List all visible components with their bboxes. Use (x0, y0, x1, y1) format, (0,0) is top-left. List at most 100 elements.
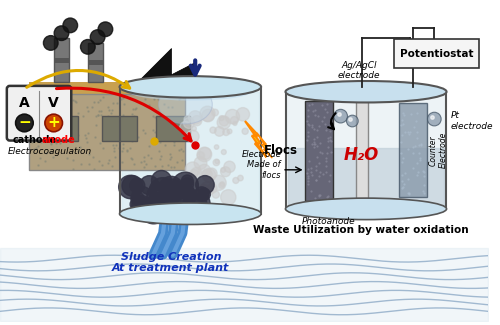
Text: Sludge Creation
At treatment plant: Sludge Creation At treatment plant (112, 252, 230, 273)
Circle shape (198, 164, 210, 177)
Circle shape (211, 175, 226, 190)
Circle shape (190, 169, 198, 177)
Text: cathode: cathode (12, 136, 57, 146)
Circle shape (207, 184, 217, 193)
Ellipse shape (120, 203, 261, 225)
Circle shape (233, 122, 237, 125)
Circle shape (197, 190, 208, 202)
Circle shape (196, 176, 214, 194)
Circle shape (149, 178, 176, 205)
Circle shape (54, 26, 69, 41)
Circle shape (210, 127, 216, 133)
Circle shape (183, 190, 210, 217)
Circle shape (186, 191, 198, 202)
Circle shape (140, 176, 159, 195)
Text: Photoanode: Photoanode (302, 217, 356, 226)
Circle shape (186, 130, 199, 143)
Circle shape (98, 22, 112, 37)
Bar (286, 92, 447, 209)
Circle shape (194, 191, 201, 199)
Circle shape (184, 116, 191, 123)
Circle shape (138, 198, 160, 219)
Circle shape (194, 157, 207, 169)
Bar (156, 116, 190, 140)
Text: Pt
electrode: Pt electrode (451, 111, 494, 131)
Circle shape (200, 106, 215, 121)
Circle shape (214, 126, 224, 136)
Circle shape (185, 194, 207, 215)
Circle shape (63, 18, 78, 33)
Circle shape (185, 162, 200, 177)
Bar (399, 103, 426, 197)
Text: −: − (18, 115, 31, 130)
Text: V: V (48, 97, 59, 110)
Circle shape (219, 116, 224, 121)
Text: Electrocoagulation: Electrocoagulation (8, 147, 92, 156)
Circle shape (242, 128, 248, 134)
Circle shape (217, 116, 230, 129)
Circle shape (202, 169, 212, 179)
Bar (356, 98, 368, 204)
Circle shape (225, 110, 240, 124)
Circle shape (172, 184, 196, 208)
Circle shape (220, 167, 230, 177)
Circle shape (145, 198, 162, 215)
Circle shape (182, 175, 194, 187)
Circle shape (202, 109, 214, 122)
Polygon shape (136, 48, 171, 82)
Ellipse shape (120, 76, 261, 98)
Circle shape (162, 190, 186, 215)
Ellipse shape (286, 81, 446, 102)
Circle shape (184, 118, 194, 128)
Ellipse shape (130, 83, 252, 100)
Circle shape (130, 178, 145, 193)
Circle shape (212, 109, 218, 116)
Circle shape (198, 188, 210, 201)
Polygon shape (156, 62, 195, 82)
Circle shape (200, 182, 214, 196)
Circle shape (197, 152, 204, 159)
Circle shape (160, 179, 184, 203)
Circle shape (172, 172, 199, 198)
Circle shape (206, 168, 217, 179)
Circle shape (221, 168, 226, 172)
Circle shape (212, 191, 220, 198)
Text: Waste Utilization by water oxidation: Waste Utilization by water oxidation (254, 225, 469, 235)
Circle shape (194, 187, 209, 201)
Circle shape (197, 147, 212, 162)
FancyArrowPatch shape (26, 71, 130, 88)
Circle shape (224, 161, 235, 173)
Circle shape (16, 114, 33, 132)
Circle shape (199, 148, 211, 160)
Circle shape (219, 183, 224, 188)
Circle shape (220, 182, 224, 187)
Bar (306, 101, 333, 201)
Circle shape (80, 40, 95, 54)
Text: Counter
Electrode: Counter Electrode (428, 132, 448, 168)
Circle shape (192, 167, 202, 177)
Circle shape (198, 185, 210, 197)
Text: +: + (48, 115, 60, 130)
Circle shape (140, 197, 167, 224)
Circle shape (220, 116, 228, 126)
Circle shape (44, 36, 58, 50)
Circle shape (215, 160, 219, 164)
FancyArrowPatch shape (328, 113, 336, 129)
Circle shape (147, 183, 173, 209)
Circle shape (132, 195, 151, 214)
Circle shape (222, 150, 226, 154)
Circle shape (236, 108, 250, 121)
Circle shape (122, 176, 142, 196)
Circle shape (227, 129, 232, 134)
FancyArrowPatch shape (56, 88, 191, 141)
Text: anode: anode (42, 136, 76, 146)
Circle shape (152, 171, 172, 190)
Circle shape (142, 198, 168, 223)
Circle shape (202, 168, 216, 182)
Polygon shape (256, 133, 272, 158)
Circle shape (180, 178, 194, 191)
Bar (54, 58, 70, 63)
Circle shape (159, 176, 184, 201)
Circle shape (130, 198, 142, 210)
Text: A: A (19, 97, 30, 110)
